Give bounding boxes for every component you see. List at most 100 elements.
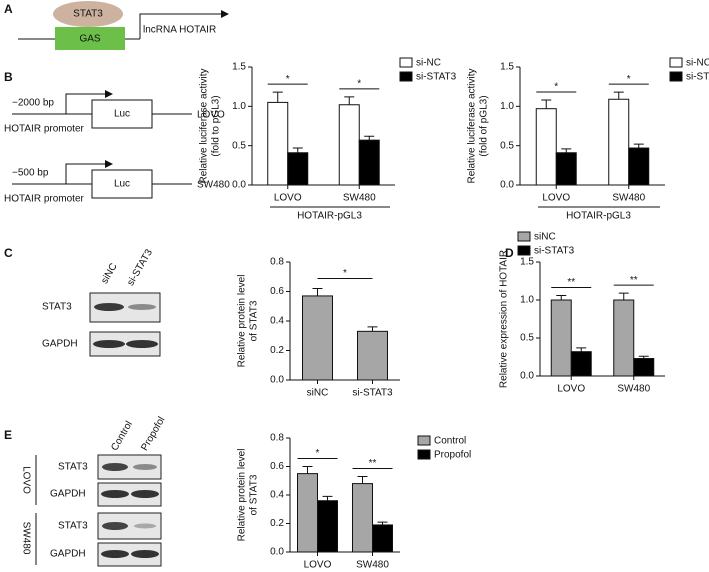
y-tick-label: 1.0	[232, 101, 246, 112]
error-bar	[312, 288, 323, 296]
error-bar	[344, 96, 355, 105]
y-axis-label: of STAT3	[249, 300, 260, 341]
sig-label: **	[369, 458, 377, 469]
row-label: GAPDH	[50, 489, 86, 500]
bar	[613, 299, 635, 377]
y-axis-label: Relative protein level	[237, 449, 248, 542]
x-tick-label: LOVO	[274, 193, 302, 204]
y-axis-label: of STAT3	[249, 474, 260, 515]
error-bar	[322, 495, 333, 501]
sig-label: *	[286, 74, 290, 85]
bar	[302, 295, 333, 381]
x-tick-label: SW480	[617, 384, 650, 395]
promoter-label: HOTAIR promoter	[4, 124, 84, 135]
sig-label: *	[343, 268, 347, 279]
error-bar	[541, 99, 552, 109]
length-label: −2000 bp	[12, 98, 54, 109]
y-axis-label: Relative luciferase activity	[199, 68, 210, 183]
row-label: STAT3	[42, 302, 72, 313]
bar	[570, 351, 592, 377]
y-axis-label: (fold to pGL3)	[211, 95, 222, 156]
blot-e: Control Propofol LOVO SW480 STAT3 GAPDH …	[20, 415, 168, 567]
legend-label: Propofol	[434, 450, 471, 461]
cell-label: LOVO	[197, 110, 225, 121]
y-tick-label: 1.5	[232, 62, 246, 73]
group-label: HOTAIR-pGL3	[297, 211, 362, 222]
error-bar	[364, 135, 375, 141]
legend-label: si-NC	[416, 58, 441, 69]
panel-label: B	[4, 70, 13, 84]
blot-c: siNC si-STAT3 STAT3 GAPDH	[42, 247, 161, 357]
legend-swatch	[417, 435, 431, 446]
lane-label: Propofol	[139, 415, 167, 453]
legend-swatch	[417, 449, 431, 460]
legend-swatch	[517, 245, 531, 256]
stat3-shape	[53, 1, 123, 27]
legend-swatch	[669, 71, 683, 82]
lane-label: si-STAT3	[125, 247, 155, 288]
legend-swatch	[669, 57, 683, 68]
diagram-b1: −2000 bp Luc LOVO HOTAIR promoter	[4, 90, 225, 135]
group-label: LOVO	[20, 466, 31, 494]
y-tick-label: 0.5	[520, 333, 534, 344]
error-bar	[618, 292, 629, 300]
diagram-a: GAS STAT3 lncRNA HOTAIR	[18, 1, 229, 50]
error-bar	[561, 148, 572, 153]
y-axis-label: Relative protein level	[237, 275, 248, 368]
error-bar	[556, 294, 567, 300]
row-label: GAPDH	[42, 339, 78, 350]
y-axis-label: (fold of pGL3)	[479, 95, 490, 156]
diagram-b2: −500 bp Luc SW480 HOTAIR promoter	[4, 160, 230, 205]
cell-label: SW480	[197, 180, 230, 191]
bar	[267, 101, 289, 186]
legend-swatch	[399, 57, 413, 68]
sig-label: **	[567, 277, 575, 288]
sig-label: **	[630, 275, 638, 286]
error-bar	[613, 91, 624, 100]
bar	[608, 98, 630, 186]
group-label: SW480	[20, 522, 31, 555]
y-tick-label: 1.0	[500, 101, 514, 112]
y-tick-label: 0.8	[270, 433, 284, 444]
bar	[372, 524, 393, 553]
error-bar	[292, 147, 303, 153]
bar	[338, 104, 360, 186]
x-tick-label: LOVO	[304, 560, 332, 571]
y-tick-label: 0.0	[270, 547, 284, 558]
reporter-label: Luc	[114, 179, 130, 190]
gas-label: GAS	[79, 34, 100, 45]
lane-label: siNC	[99, 262, 119, 286]
panel-label: A	[4, 2, 13, 16]
error-bar	[272, 91, 283, 103]
y-tick-label: 0.5	[500, 140, 514, 151]
y-tick-label: 0.8	[270, 257, 284, 268]
x-tick-label: LOVO	[542, 193, 570, 204]
promoter-label: HOTAIR promoter	[4, 194, 84, 205]
bar	[633, 358, 655, 377]
x-tick-label: siNC	[307, 388, 329, 399]
legend-label: siNC	[534, 232, 556, 243]
bar	[287, 152, 309, 186]
bar	[550, 299, 572, 377]
error-bar	[302, 466, 313, 474]
error-bar	[357, 475, 368, 484]
legend-label: si-NC	[686, 58, 709, 69]
bar	[297, 473, 318, 553]
y-tick-label: 0.2	[270, 345, 284, 356]
panel-label: C	[4, 246, 13, 260]
panel-label: E	[4, 428, 12, 442]
y-tick-label: 0.0	[500, 180, 514, 191]
legend-label: si-STAT3	[534, 246, 575, 257]
row-label: STAT3	[58, 521, 88, 532]
sig-label: *	[627, 74, 631, 85]
bar	[317, 500, 338, 553]
y-tick-label: 0.5	[232, 140, 246, 151]
y-axis-label: Relative expression of HOTAIR	[499, 250, 510, 388]
y-tick-label: 0.2	[270, 518, 284, 529]
y-tick-label: 1.5	[520, 257, 534, 268]
bar	[535, 108, 557, 186]
reporter-label: Luc	[114, 109, 130, 120]
legend-label: Control	[434, 436, 466, 447]
x-tick-label: SW480	[356, 560, 389, 571]
